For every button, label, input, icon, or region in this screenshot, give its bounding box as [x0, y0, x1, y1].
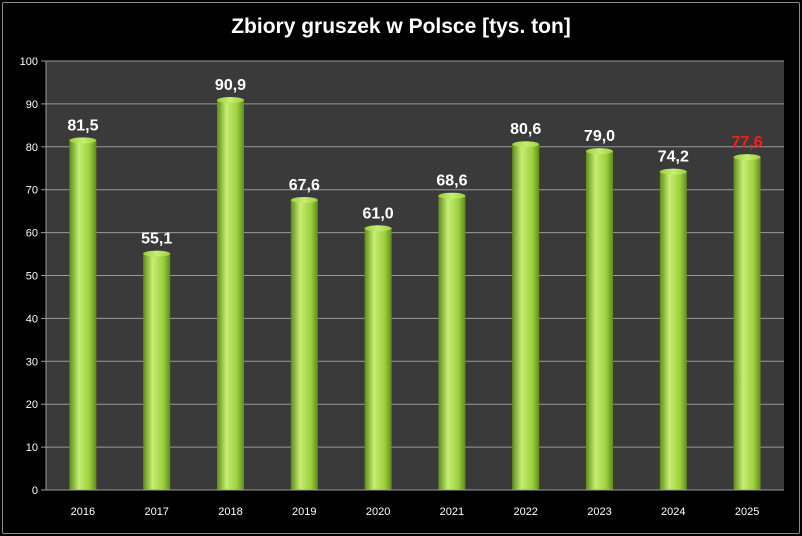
x-tick-label: 2017	[144, 506, 168, 518]
bar	[659, 171, 687, 490]
x-tick-label: 2016	[71, 506, 95, 518]
bar-cap	[586, 148, 613, 155]
bar-cap	[512, 141, 540, 148]
data-label: 55,1	[141, 231, 172, 248]
data-label: 74,2	[658, 149, 689, 166]
bar	[438, 195, 466, 490]
data-label: 77,6	[732, 134, 763, 151]
data-label: 80,6	[510, 121, 541, 138]
x-tick-label: 2025	[735, 506, 759, 518]
bar	[290, 199, 318, 490]
y-tick-label: 100	[20, 56, 38, 68]
data-label: 67,6	[289, 177, 320, 194]
x-tick-label: 2022	[513, 506, 537, 518]
data-label: 68,6	[436, 173, 467, 190]
x-tick-label: 2024	[661, 506, 685, 518]
y-tick-label: 60	[26, 228, 38, 240]
y-tick-label: 10	[26, 442, 38, 454]
y-tick-label: 90	[26, 99, 38, 111]
data-label: 79,0	[584, 128, 615, 145]
y-tick-label: 50	[26, 271, 38, 283]
x-tick-label: 2021	[440, 506, 464, 518]
chart-title: Zbiory gruszek w Polsce [tys. ton]	[231, 15, 571, 38]
bars	[69, 97, 761, 491]
y-tick-label: 80	[26, 142, 38, 154]
bar-cap	[69, 137, 97, 144]
bar-cap	[733, 154, 761, 161]
bar-cap	[659, 168, 687, 175]
bar-cap	[364, 225, 392, 232]
bar-cap	[143, 250, 171, 257]
x-tick-label: 2020	[366, 506, 390, 518]
x-axis: 2016 2017 2018 2019 2020 2021 2022 2023 2024 2025	[46, 489, 784, 518]
bar	[364, 228, 392, 490]
bar-cap	[438, 192, 466, 199]
y-tick-label: 70	[26, 185, 38, 197]
data-labels: 81,5 55,1 90,9 67,6 61,0 68,6 80,6 79,0 74,2 77,6	[67, 77, 762, 248]
y-axis: 0 10 20 30 40 50 60 70 80 90 100	[20, 56, 47, 497]
bar	[586, 151, 613, 490]
bar	[143, 253, 171, 490]
y-tick-label: 40	[26, 313, 38, 325]
bar-cap	[217, 97, 244, 104]
data-label: 81,5	[67, 117, 98, 134]
y-tick-label: 0	[32, 485, 38, 497]
bar	[217, 100, 244, 490]
data-label: 61,0	[363, 205, 394, 222]
data-label: 90,9	[215, 77, 246, 94]
y-tick-label: 30	[26, 356, 38, 368]
bar	[69, 140, 97, 491]
y-tick-label: 20	[26, 399, 38, 411]
bar-cap	[290, 196, 318, 203]
x-tick-label: 2023	[587, 506, 611, 518]
bar	[733, 157, 761, 490]
x-tick-label: 2018	[218, 506, 242, 518]
bar	[512, 144, 540, 490]
x-tick-label: 2019	[292, 506, 316, 518]
